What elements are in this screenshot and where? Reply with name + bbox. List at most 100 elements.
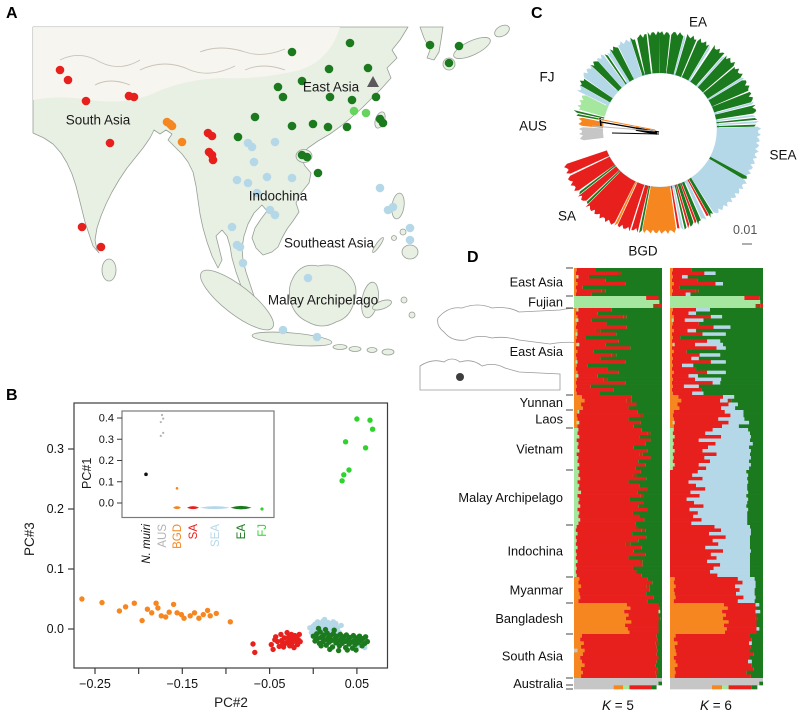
pca-inset-cat-sa: SA [187,506,200,539]
admixture-section-label-8-myanmar: Myanmar [510,582,564,597]
pca-inset-cat-sea: SEA [200,506,230,547]
map-mountain-ridge [94,80,131,86]
admixture-k6-section-10-south-asia [670,634,763,679]
panel-letter-a: A [6,5,18,22]
pca-panel: −0.25 −0.15 −0.05 0.05 0.0 0.1 0.2 0.3 0.0 0.1 0.2… [47,402,389,691]
map-lesser-sunda-1 [332,344,348,350]
tree-clade-wedge-27 [681,181,701,225]
admixture-k5-section-2-east-asia [574,308,662,396]
admixture-section-label-11-australia: Australia [513,676,564,691]
pca-inset-violin [230,505,252,510]
tree-clade-wedge-45 [578,127,604,141]
tree-clade-wedge-15 [714,101,754,115]
tree-clade-wedge-29 [677,183,694,227]
tree-clade-wedge-56 [607,49,630,83]
map-mindanao [401,244,419,260]
admixture-section-label-0-east-asia: East Asia [510,274,564,289]
tree-clade-wedge-18 [716,118,758,124]
admixture-k5-section-6-malay-archipelago [574,470,662,526]
map-visayas-1 [399,228,407,236]
admixture-section-label-6-malay-archipelago: Malay Archipelago [458,490,563,505]
tree-clade-wedge-1 [647,31,660,74]
admixture-k6-section-7-indochina [670,525,763,578]
map-sample-dots-dark-gray [456,373,464,381]
admixture-k6-label: K = 6 [681,698,751,713]
admixture-k5-section-8-myanmar [574,577,662,604]
pca-series-fj [339,416,376,484]
map-himalaya-region [33,27,340,102]
tree-group-label-fj: FJ [540,70,555,85]
tree-clade-wedge-20 [716,124,756,128]
admixture-k6-section-0-east-asia [670,268,763,297]
tree-clade-wedge-7 [688,45,710,82]
map-lesser-sunda-2 [348,346,362,352]
admixture-section-label-1-fujian: Fujian [528,294,563,309]
tree-clade-wedge-41 [577,166,620,201]
admixture-section-label-10-south-asia: South Asia [502,648,564,663]
map-sample-dots-dark-green [233,38,464,178]
map-lesser-sunda-3 [366,347,378,353]
pca-plot-border [73,402,389,669]
admixture-section-label-5-vietnam: Vietnam [516,441,563,456]
map-mountain-ridge [139,63,236,74]
tree-clade-wedge-54 [596,54,626,88]
pca-x-tick-label: −0.05 [254,677,286,691]
map-region-label-east-asia: East Asia [303,80,360,95]
admixture-k6-section-2-east-asia [670,308,763,396]
admixture-k6-section-3-yunnan [670,395,763,411]
pca-series-bgd [79,596,233,625]
tree-clade-wedge-13 [708,80,750,107]
pca-inset-cat-label-aus: AUS [157,524,169,548]
tree-root-branch-5 [597,118,656,131]
k5-suffix: = 5 [611,698,634,713]
map-new-guinea [437,304,596,346]
pca-inset-y-tick-label: 0.1 [99,476,114,488]
tree-clade-wedge-31 [674,184,687,230]
pca-inset-y-tick-label: 0.3 [99,434,114,446]
pca-inset-cat-label-fj: FJ [257,524,269,537]
admixture-k5-section-11-australia [574,678,662,690]
admixture-k5-section-9-bangladesh [574,603,662,635]
map-sample-dots-light-blue [227,137,415,342]
tree-scale-label: 0.01 [733,223,758,237]
admixture-section-label-7-indochina: Indochina [508,543,564,558]
tree-clade-wedge-36 [631,185,649,233]
admixture-k6-section-1-fujian [670,296,763,309]
tree-clade-wedge-16 [714,104,757,120]
map-japan-north [494,24,510,38]
map-java [251,331,333,347]
pca-inset-y-tick-label: 0.2 [99,455,114,467]
tree-clade-wedge-14 [712,91,753,113]
tree-clade-wedge-12 [707,77,744,100]
tree-clade-wedge-49 [577,95,609,117]
tree-clade-wedge-50 [576,85,610,106]
tree-panel: EA FJ AUS SEA SA BGD [519,15,796,259]
pca-y-axis-label: PC#3 [22,522,37,556]
pca-y-tick-label: 0.1 [47,562,64,576]
tree-clade-wedge-24 [689,177,714,218]
map-region-label-southeast-asia: Southeast Asia [284,236,375,251]
tree-clade-wedge-21 [710,126,762,176]
admixture-k5-section-3-yunnan [574,395,662,411]
tree-clade-wedge-32 [672,185,684,231]
admixture-k6-section-11-australia [670,678,763,690]
admixture-k6-section-5-vietnam [670,428,763,471]
map-sample-dots-orange [162,117,187,147]
map-reference-triangle-marker [367,76,379,87]
tree-clade-wedge-57 [610,46,634,82]
map-sulawesi-arm [372,299,392,311]
admixture-k6-section-6-malay-archipelago [670,470,763,526]
map-panel: East Asia South Asia Indochina Southeast As… [32,24,596,391]
map-sample-dots-red [55,65,218,252]
admixture-k5-section-4-laos [574,410,662,429]
admixture-k5-label: K = 5 [583,698,653,713]
tree-clade-wedge-43 [568,156,615,191]
map-moluccas-2 [408,311,416,319]
map-region-label-indochina: Indochina [249,189,308,204]
tree-clade-wedge-0 [637,34,652,75]
pca-inset-cat-label-bgd: BGD [172,524,184,549]
tree-clade-wedge-30 [676,184,690,229]
tree-clade-wedge-55 [604,54,627,85]
k6-italic-k: K [700,698,710,713]
